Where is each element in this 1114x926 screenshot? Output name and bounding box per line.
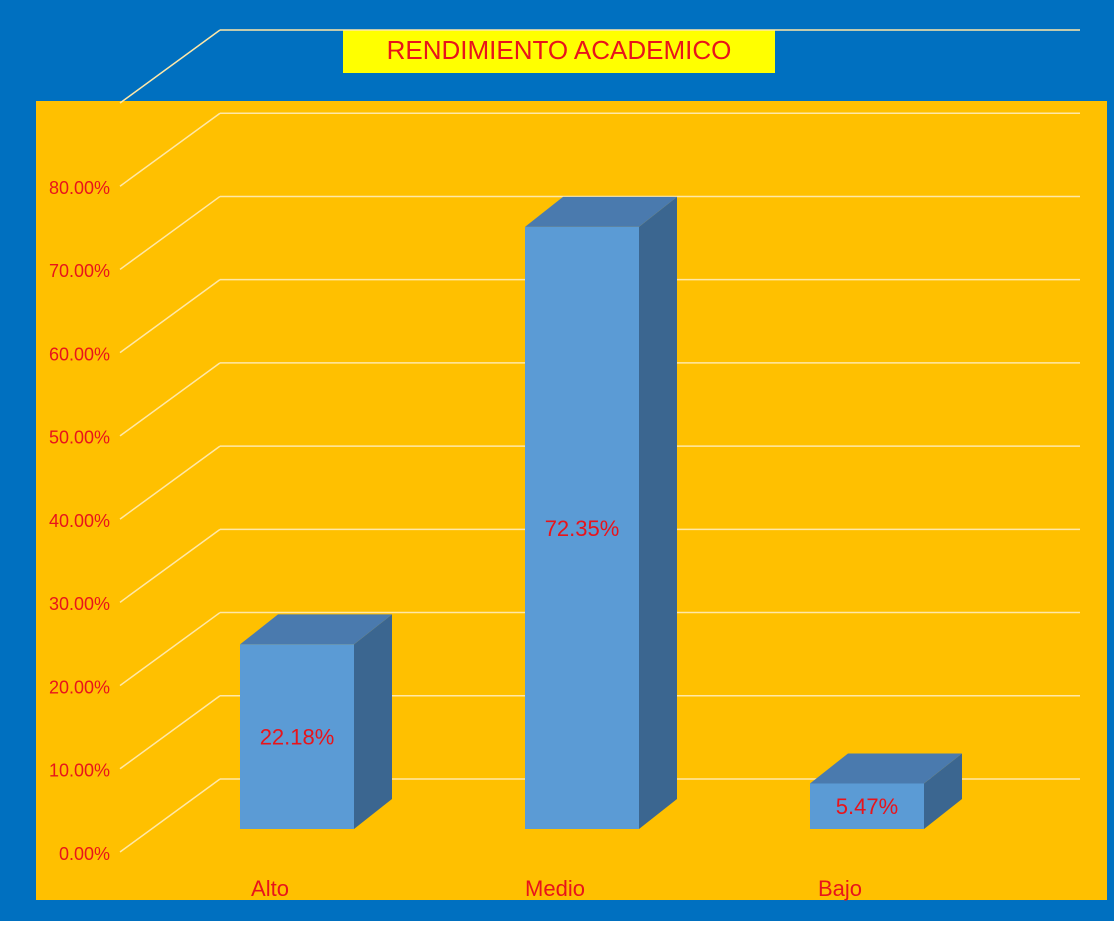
title-box [343, 30, 775, 73]
x-tick-label: Medio [525, 876, 585, 901]
bar-top [240, 614, 392, 645]
y-tick-label: 80.00% [49, 178, 110, 198]
bar [240, 644, 354, 829]
x-tick-label: Bajo [818, 876, 862, 901]
data-label: 72.35% [545, 516, 620, 541]
x-tick-label: Alto [251, 876, 289, 901]
grid-line [119, 611, 221, 687]
grid-line [119, 29, 221, 104]
bar-side [924, 753, 962, 829]
grid-line [119, 112, 221, 187]
y-tick-label: 60.00% [49, 344, 110, 364]
y-tick-label: 70.00% [49, 261, 110, 281]
grid-line [119, 195, 221, 271]
data-label: 5.47% [836, 794, 898, 819]
y-tick-label: 30.00% [49, 594, 110, 614]
bar-top [810, 753, 962, 784]
data-label: 22.18% [260, 725, 335, 750]
y-tick-label: 40.00% [49, 511, 110, 531]
grid-line [119, 445, 221, 520]
bar-side [354, 614, 392, 829]
y-tick-label: 50.00% [49, 428, 110, 448]
bar-side [639, 196, 677, 830]
grid-line [119, 362, 221, 437]
grid-line [119, 279, 221, 354]
y-tick-label: 10.00% [49, 761, 110, 781]
y-tick-label: 0.00% [59, 844, 110, 864]
y-tick-label: 20.00% [49, 677, 110, 697]
grid-line [119, 528, 221, 603]
chart-title: RENDIMIENTO ACADEMICO [387, 35, 732, 65]
grid-line [119, 695, 221, 770]
bar [525, 226, 639, 830]
bar-top [525, 196, 677, 227]
bar [810, 783, 924, 829]
grid-line [119, 778, 221, 853]
